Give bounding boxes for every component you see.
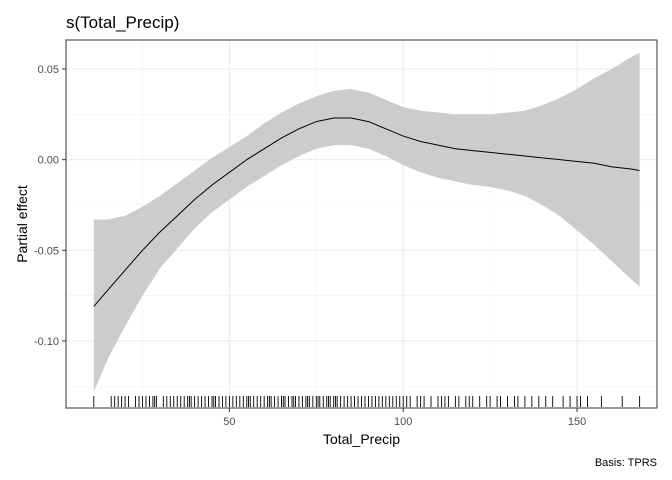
y-tick-label: -0.10 xyxy=(34,336,59,348)
rug-marks xyxy=(93,396,641,407)
basis-caption: Basis: TPRS xyxy=(595,457,657,469)
smooth-estimate-line xyxy=(93,117,640,307)
x-tick-label: 150 xyxy=(568,416,586,428)
confidence-band xyxy=(93,52,640,392)
y-axis-title: Partial effect xyxy=(14,185,30,263)
x-tick-label: 50 xyxy=(223,416,235,428)
y-tick-label: -0.05 xyxy=(34,245,59,257)
x-tick-label: 100 xyxy=(394,416,412,428)
y-tick-label: 0.05 xyxy=(38,64,59,76)
x-axis-ticks: 50 100 150 xyxy=(223,408,586,428)
chart-title: s(Total_Precip) xyxy=(66,13,179,32)
x-axis-title: Total_Precip xyxy=(323,431,400,447)
y-axis-ticks: -0.10 -0.05 0.00 0.05 xyxy=(34,64,66,348)
y-tick-label: 0.00 xyxy=(38,155,59,167)
panel-border xyxy=(65,39,658,409)
